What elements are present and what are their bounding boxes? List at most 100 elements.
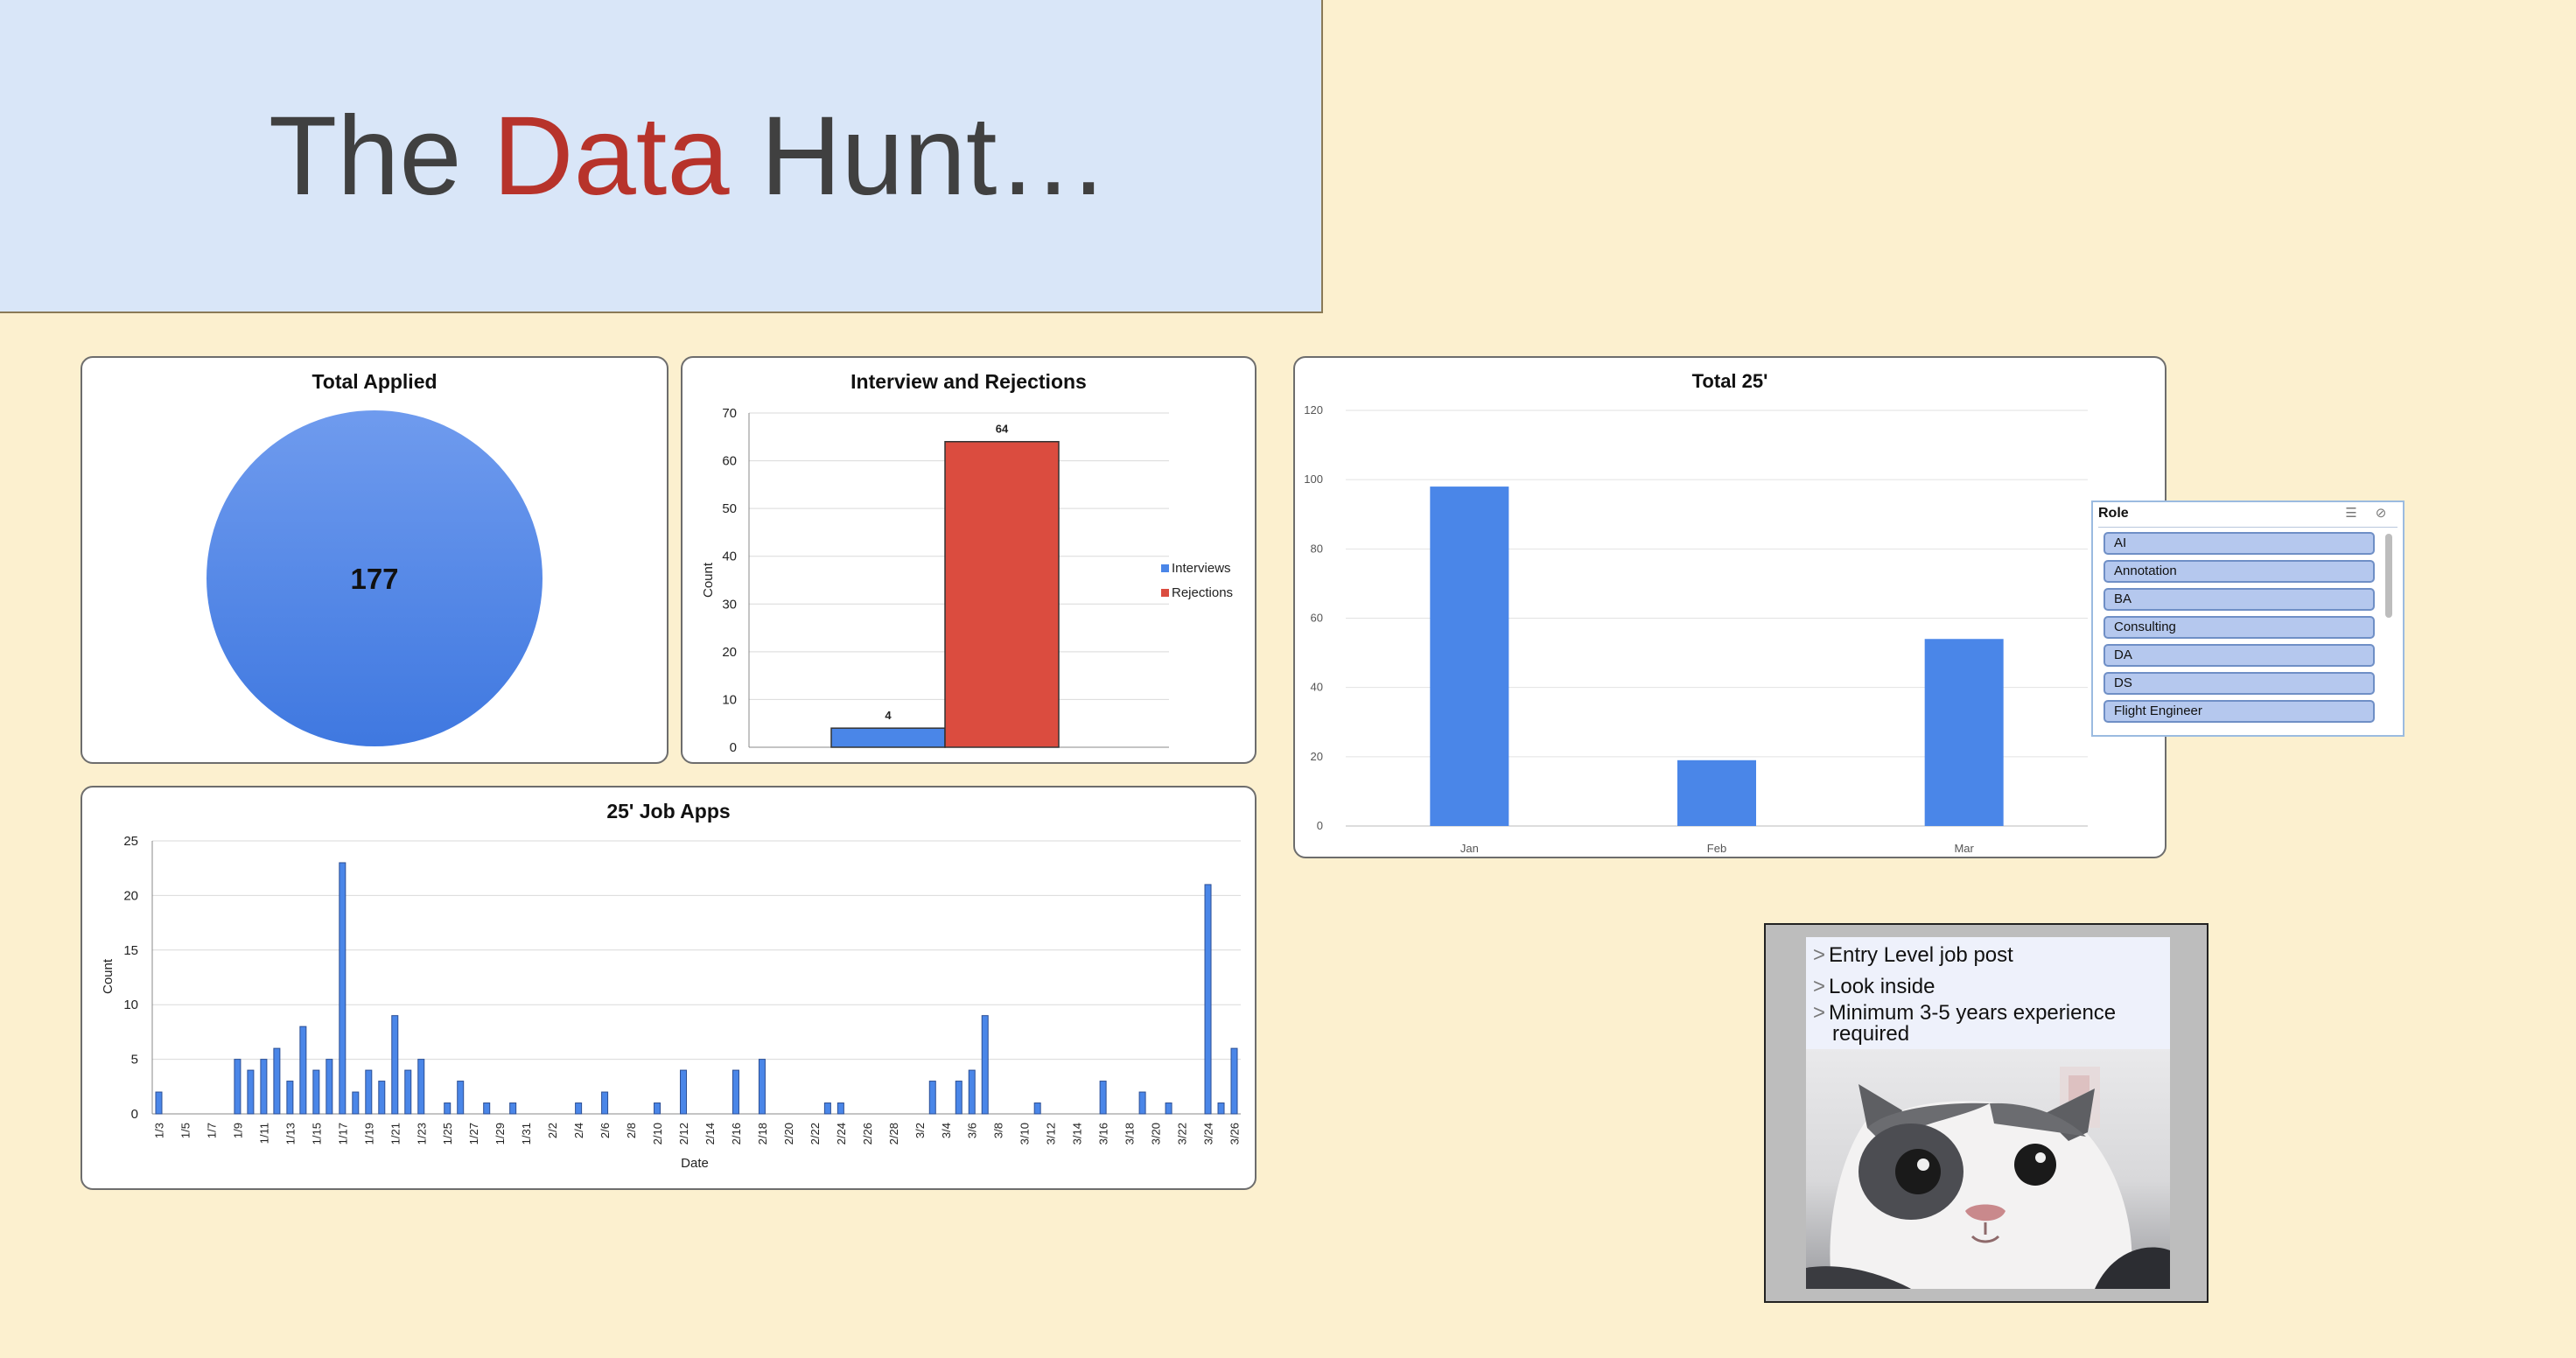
y-tick-label: 10: [123, 998, 138, 1012]
x-tick-label: 2/20: [782, 1123, 795, 1144]
x-tick-label: 2/8: [625, 1123, 638, 1138]
y-tick-label: 5: [131, 1053, 138, 1068]
data-label: 64: [996, 423, 1009, 436]
bar: [404, 1069, 412, 1115]
job-apps-card[interactable]: 25' Job Apps Count Date 0 5 10 15 20 25 1/3 1/5…: [80, 786, 1256, 1190]
x-tick-label: 2/2: [546, 1123, 559, 1138]
y-tick-label: 100: [1304, 472, 1323, 486]
slicer-item[interactable]: Annotation: [2104, 560, 2375, 583]
x-tick-label: Mar: [1954, 842, 1974, 855]
x-tick-label: 2/22: [808, 1123, 822, 1144]
y-tick-label: 70: [722, 406, 737, 421]
y-axis-title: Count: [101, 958, 116, 994]
slicer-item[interactable]: DA: [2104, 644, 2375, 667]
cat-illustration: [1806, 1067, 2170, 1289]
bar: [928, 1081, 936, 1115]
bar: [601, 1091, 609, 1115]
multi-select-icon[interactable]: ☰: [2345, 506, 2357, 521]
y-tick-label: 120: [1304, 403, 1323, 416]
bar-interviews: [830, 727, 946, 748]
slicer-item[interactable]: Flight Engineer: [2104, 700, 2375, 723]
x-tick-label: 3/12: [1045, 1123, 1058, 1144]
x-tick-label: 3/24: [1202, 1123, 1215, 1144]
slicer-item[interactable]: Consulting: [2104, 616, 2375, 639]
data-label: 4: [885, 709, 892, 722]
bar: [680, 1069, 688, 1115]
x-tick-label: 3/6: [966, 1123, 979, 1138]
total-25-card[interactable]: Total 25' 0 20 40 60 80 100 120 Jan Feb Mar: [1293, 356, 2166, 858]
x-tick-label: 3/2: [914, 1123, 927, 1138]
bar: [1138, 1091, 1146, 1115]
bar: [981, 1015, 989, 1115]
title-accent-word: Data: [493, 94, 730, 219]
x-tick-label: 1/27: [467, 1123, 480, 1144]
y-tick-label: 40: [722, 550, 737, 564]
slicer-item[interactable]: AI: [2104, 532, 2375, 555]
x-tick-label: 3/8: [992, 1123, 1005, 1138]
bar: [1204, 884, 1212, 1115]
x-tick-label: 1/13: [284, 1123, 297, 1144]
interview-rejections-card[interactable]: Interview and Rejections Count 0 10 20 30 40…: [681, 356, 1256, 764]
bar: [299, 1026, 307, 1115]
slicer-item[interactable]: BA: [2104, 588, 2375, 611]
x-tick-label: 3/22: [1176, 1123, 1189, 1144]
y-tick-label: 50: [722, 501, 737, 516]
slicer-scrollbar[interactable]: [2384, 532, 2394, 726]
pie-value-label: 177: [350, 563, 398, 595]
bar: [509, 1102, 517, 1115]
x-tick-label: Feb: [1707, 842, 1726, 855]
y-tick-label: 0: [131, 1107, 138, 1122]
y-tick-label: 20: [722, 645, 737, 660]
bar: [312, 1069, 320, 1115]
x-tick-label: 3/16: [1097, 1123, 1110, 1144]
bar: [483, 1102, 491, 1115]
x-tick-label: 1/11: [257, 1123, 270, 1144]
y-axis-title: Count: [701, 562, 716, 598]
bar: [260, 1059, 268, 1115]
job-apps-title: 25' Job Apps: [606, 800, 731, 822]
x-tick-label: 1/19: [362, 1123, 375, 1144]
slicer-scroll-thumb[interactable]: [2385, 534, 2392, 618]
meme-line-2: > Look inside: [1813, 975, 1936, 998]
bar: [1033, 1102, 1041, 1115]
meme-image: > Entry Level job post > Look inside > Mini…: [1764, 923, 2208, 1303]
x-tick-label: 2/12: [677, 1123, 690, 1144]
bar: [758, 1059, 766, 1115]
role-slicer[interactable]: Role ☰ ⊘ AI Annotation BA Consulting DA DS Fli…: [2091, 500, 2404, 737]
bar: [1217, 1102, 1225, 1115]
pie-slice[interactable]: [206, 410, 542, 746]
x-tick-label: 3/4: [940, 1123, 953, 1138]
bar: [286, 1081, 294, 1115]
bar: [457, 1081, 465, 1115]
x-tick-label: 2/26: [861, 1123, 874, 1144]
title-banner: The Data Hunt…: [0, 0, 1323, 313]
x-tick-label: 2/4: [572, 1123, 585, 1138]
total-25-chart: 0 20 40 60 80 100 120 Jan Feb Mar: [1304, 403, 2088, 855]
interview-rejections-title: Interview and Rejections: [850, 370, 1087, 393]
x-tick-label: 1/5: [178, 1123, 192, 1138]
bar-jan: [1430, 486, 1509, 826]
y-tick-label: 20: [1311, 750, 1323, 763]
meme-line-3: > Minimum 3-5 years experience: [1813, 1001, 2117, 1025]
bar-mar: [1924, 639, 2004, 826]
x-tick-label: 1/9: [231, 1123, 244, 1138]
bar: [247, 1069, 255, 1115]
bar: [823, 1102, 831, 1115]
cat-photo: [1806, 1049, 2170, 1289]
y-tick-label: 15: [123, 943, 138, 958]
meme-arrow: >: [1813, 1001, 1826, 1025]
clear-filter-icon[interactable]: ⊘: [2375, 506, 2387, 521]
job-apps-chart: Count Date 0 5 10 15 20 25 1/3 1/5 1/7 1/9 1/11 1/1…: [101, 834, 1242, 1171]
interview-rejections-chart: Count 0 10 20 30 40 50 60 70 4 Interviews 64 Reject…: [701, 406, 1233, 755]
x-tick-label: 3/18: [1124, 1123, 1137, 1144]
y-tick-label: 25: [123, 834, 138, 849]
bar: [326, 1059, 333, 1115]
bar: [234, 1059, 242, 1115]
x-tick-label: 2/10: [651, 1123, 664, 1144]
slicer-item[interactable]: DS: [2104, 672, 2375, 695]
y-tick-label: 20: [123, 888, 138, 903]
x-tick-label: 2/14: [704, 1123, 717, 1144]
total-applied-card[interactable]: Total Applied 177: [80, 356, 668, 764]
y-tick-label: 60: [722, 454, 737, 469]
bar: [836, 1102, 844, 1115]
